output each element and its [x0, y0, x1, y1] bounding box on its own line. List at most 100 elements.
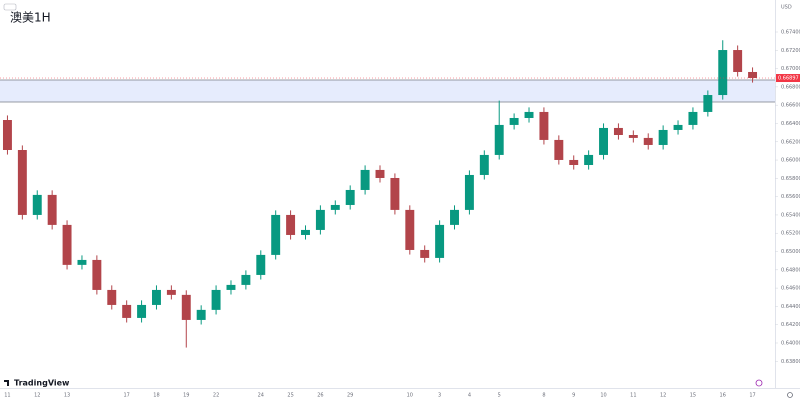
x-tick-label: 17 — [749, 393, 755, 399]
candle-body — [62, 224, 72, 265]
candle-body — [420, 249, 430, 258]
candle-body — [524, 111, 534, 118]
candle-body — [301, 229, 310, 235]
y-tick-label: 0.66600 — [781, 103, 800, 109]
candle-body — [658, 129, 668, 145]
y-tick-label: 0.64800 — [781, 267, 800, 273]
candle-body — [494, 124, 504, 155]
candle-body — [107, 289, 117, 305]
candle-body — [137, 304, 147, 318]
candle-body — [375, 169, 385, 178]
candle-body — [286, 214, 296, 235]
brand: TradingView — [14, 379, 70, 388]
candle-body — [584, 154, 594, 165]
candle-body — [315, 209, 325, 230]
candle-body — [435, 224, 445, 258]
candle-body — [241, 274, 251, 285]
candle-body — [330, 204, 340, 210]
x-tick-label: 25 — [287, 393, 293, 399]
x-tick-label: 10 — [407, 393, 413, 399]
y-tick-label: 0.67000 — [781, 66, 800, 72]
x-tick-label: 24 — [258, 393, 264, 399]
candle-body — [405, 209, 415, 250]
candle-body — [718, 50, 728, 96]
x-tick-label: 11 — [630, 393, 636, 399]
y-tick-label: 0.67200 — [781, 48, 800, 54]
y-tick-label: 0.65000 — [781, 249, 800, 255]
menu-button[interactable] — [3, 3, 17, 11]
x-tick-label: 4 — [468, 393, 471, 399]
settings-icon[interactable] — [787, 392, 793, 398]
alert-icon[interactable] — [755, 379, 763, 387]
y-tick-label: 0.65800 — [781, 176, 800, 182]
candle-body — [360, 169, 370, 190]
candle-body — [643, 137, 653, 145]
x-tick-label: 18 — [153, 393, 159, 399]
candle-body — [2, 120, 12, 150]
x-tick-label: 3 — [438, 393, 441, 399]
candle-body — [345, 189, 355, 205]
candle-body — [450, 209, 459, 225]
candle-body — [748, 71, 758, 79]
candle-body — [673, 124, 683, 130]
y-tick-label: 0.64400 — [781, 304, 800, 310]
candle-body — [599, 127, 608, 155]
x-tick-label: 16 — [720, 393, 726, 399]
candle-body — [122, 304, 132, 318]
candle-body — [703, 95, 713, 112]
x-tick-label: 15 — [690, 393, 696, 399]
y-tick-label: 0.65400 — [781, 212, 800, 218]
chart-title: 澳美1H — [10, 11, 51, 25]
candle-body — [628, 135, 638, 138]
candle-body — [509, 117, 519, 125]
currency: USD — [781, 5, 792, 11]
x-tick-label: 12 — [660, 393, 666, 399]
candle-body — [17, 150, 27, 215]
x-tick-label: 22 — [213, 393, 219, 399]
candle-body — [390, 177, 400, 210]
candle-body — [688, 111, 698, 125]
y-tick-label: 0.63800 — [781, 359, 800, 365]
candle-body — [613, 127, 623, 135]
candle-body — [47, 194, 57, 225]
last-price-label: 0.66897 — [778, 76, 799, 82]
x-tick-label: 8 — [542, 393, 545, 399]
candle-body — [569, 159, 579, 165]
candle-body — [211, 289, 221, 310]
x-tick-label: 29 — [347, 393, 353, 399]
y-tick-label: 0.66400 — [781, 121, 800, 127]
y-tick-label: 0.65600 — [781, 194, 800, 200]
candle-body — [226, 284, 236, 290]
price-zone — [0, 80, 775, 102]
x-tick-label: 19 — [183, 393, 189, 399]
candle-body — [554, 139, 564, 160]
x-tick-label: 9 — [572, 393, 575, 399]
y-tick-label: 0.67400 — [781, 30, 800, 36]
candle-body — [464, 174, 474, 210]
y-tick-label: 0.65200 — [781, 231, 800, 237]
candle-body — [152, 289, 161, 305]
candle-body — [271, 214, 281, 255]
x-tick-label: 11 — [4, 393, 10, 399]
candle-body — [92, 259, 102, 290]
candle-body — [77, 259, 87, 265]
candle-body — [733, 50, 743, 72]
x-tick-label: 12 — [34, 393, 40, 399]
candle-body — [539, 111, 549, 140]
x-tick-label: 10 — [600, 393, 606, 399]
x-tick-label: 13 — [64, 393, 70, 399]
y-tick-label: 0.64200 — [781, 322, 800, 328]
candle-body — [181, 294, 191, 320]
candle-body — [166, 289, 176, 295]
y-tick-label: 0.66800 — [781, 84, 800, 90]
x-tick-label: 17 — [123, 393, 129, 399]
brand-logo — [4, 380, 9, 386]
last-price-box — [776, 74, 800, 83]
candle-body — [32, 194, 42, 215]
x-tick-label: 5 — [498, 393, 501, 399]
candle-body — [196, 309, 206, 320]
x-tick-label: 26 — [317, 393, 323, 399]
y-tick-label: 0.66000 — [781, 158, 800, 164]
